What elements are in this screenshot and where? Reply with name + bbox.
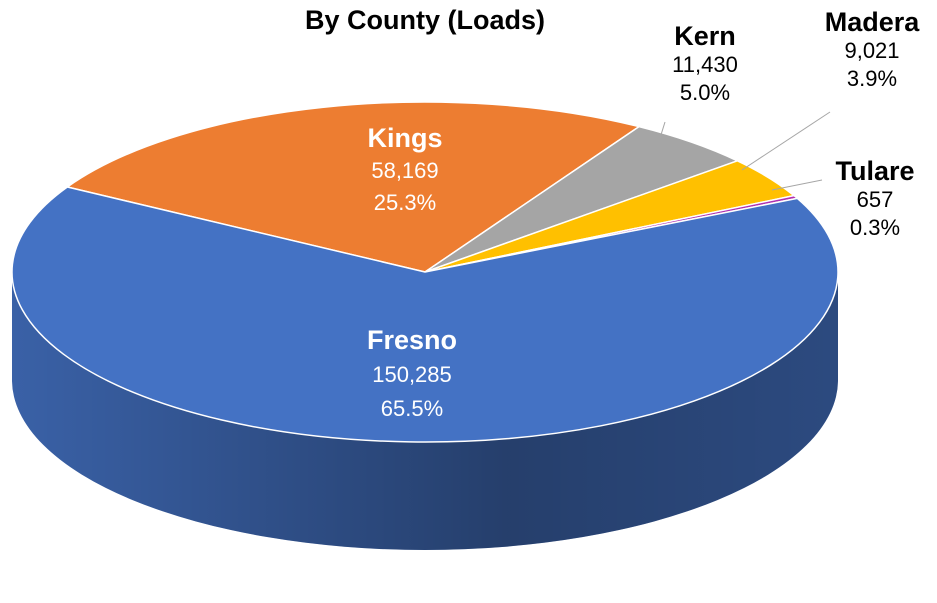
- value-label: 58,169: [371, 158, 438, 183]
- percent-label: 0.3%: [850, 215, 900, 240]
- leader-line: [771, 179, 823, 191]
- percent-label: 3.9%: [847, 66, 897, 91]
- pie-tops: [11, 101, 839, 443]
- value-label: 657: [857, 187, 894, 212]
- value-label: 150,285: [372, 362, 452, 387]
- slice-name: Kern: [674, 21, 736, 51]
- slice-name: Fresno: [367, 325, 457, 355]
- chart-title: By County (Loads): [305, 5, 545, 35]
- slice: [66, 101, 640, 273]
- percent-label: 65.5%: [381, 396, 443, 421]
- percent-label: 5.0%: [680, 80, 730, 105]
- leader-lines: [659, 111, 831, 191]
- leader-line: [659, 121, 666, 139]
- slice-name: Tulare: [835, 156, 914, 186]
- leader-line: [741, 111, 831, 171]
- value-label: 9,021: [844, 38, 899, 63]
- slice-name: Madera: [825, 7, 921, 37]
- percent-label: 25.3%: [374, 190, 436, 215]
- slice-name: Kings: [367, 123, 442, 153]
- value-label: 11,430: [672, 52, 738, 77]
- slice: [11, 186, 839, 443]
- pie-sides: [12, 272, 838, 550]
- slice-side-shade: [12, 272, 838, 550]
